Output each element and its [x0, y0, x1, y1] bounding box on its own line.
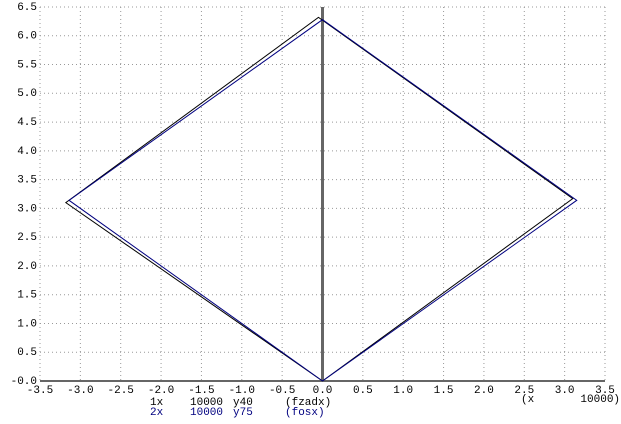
y-tick-label: 4.0 — [17, 146, 37, 158]
legend-text: y75 — [233, 407, 253, 419]
x-tick-label: 3.5 — [595, 385, 615, 397]
series-line — [64, 16, 574, 382]
legend-text: 10000 — [190, 397, 223, 409]
x-tick-label: 1.0 — [393, 385, 413, 397]
y-tick-label: 5.5 — [17, 59, 37, 71]
y-tick-label: 1.0 — [17, 318, 37, 330]
y-tick-label: 1.5 — [17, 290, 37, 302]
y-tick-label: 3.0 — [17, 203, 37, 215]
y-tick-label: 6.5 — [17, 2, 37, 14]
x-tick-label: 0.0 — [313, 385, 333, 397]
series-line — [68, 19, 578, 382]
legend-text: (fzadx) — [285, 397, 331, 409]
legend-text: y40 — [233, 397, 253, 409]
x-tick-label: -3.0 — [67, 385, 93, 397]
y-tick-label: 4.5 — [17, 117, 37, 129]
x-axis-label: (x 10000) — [521, 394, 620, 406]
y-tick-label: -0.0 — [11, 376, 37, 388]
x-tick-label: 1.5 — [434, 385, 454, 397]
legend-text: (fosx) — [285, 407, 325, 419]
x-tick-label: 0.5 — [353, 385, 373, 397]
y-tick-label: 3.5 — [17, 175, 37, 187]
y-tick-label: 6.0 — [17, 31, 37, 43]
legend-text: 1x — [150, 397, 164, 409]
y-tick-label: 0.5 — [17, 347, 37, 359]
x-tick-label: -1.0 — [229, 385, 255, 397]
x-tick-label: -1.5 — [188, 385, 214, 397]
y-tick-label: 5.0 — [17, 88, 37, 100]
x-tick-label: -2.5 — [108, 385, 134, 397]
x-tick-label: 3.0 — [555, 385, 575, 397]
x-tick-label: -2.0 — [148, 385, 174, 397]
x-tick-label: -3.5 — [27, 385, 53, 397]
y-tick-label: 2.5 — [17, 232, 37, 244]
x-tick-label: -0.5 — [269, 385, 295, 397]
legend-text: 2x — [150, 407, 164, 419]
x-tick-label: 2.5 — [514, 385, 534, 397]
legend-text: 10000 — [190, 407, 223, 419]
x-tick-label: 2.0 — [474, 385, 494, 397]
y-tick-label: 2.0 — [17, 261, 37, 273]
